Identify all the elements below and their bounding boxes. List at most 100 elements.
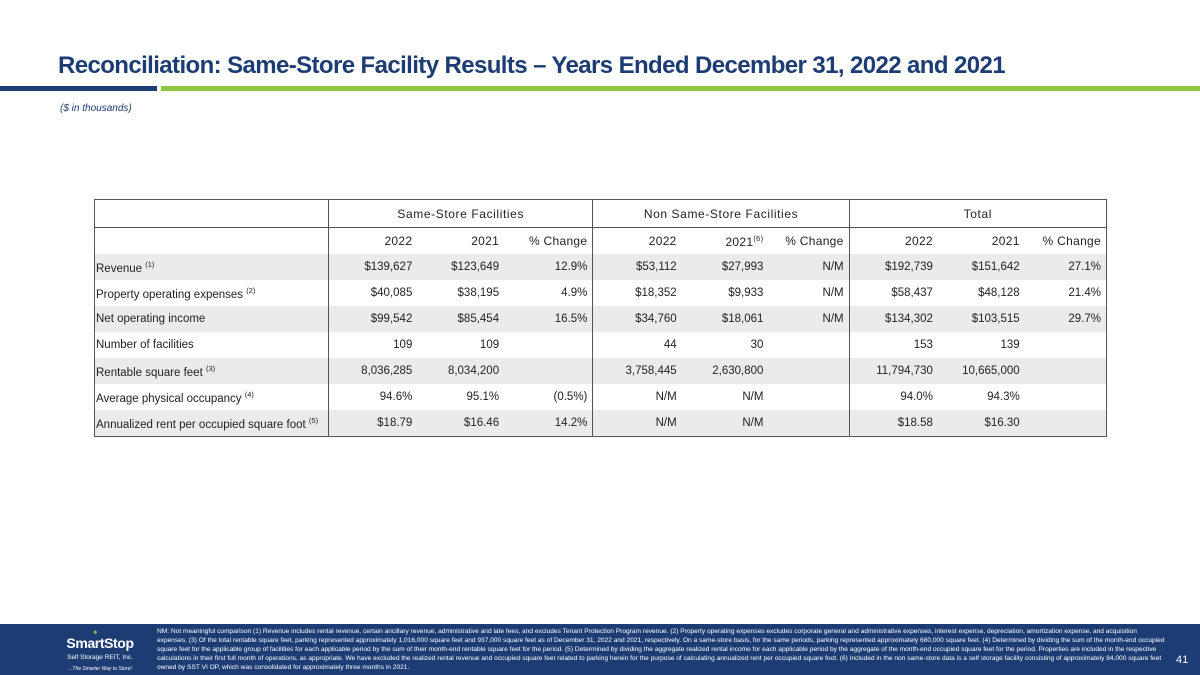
table-cell [768,384,850,410]
table-cell: 2,630,800 [681,358,769,384]
col-non-2021-label: 2021 [725,234,754,249]
table-row: Property operating expenses (2) $40,085 $3… [94,280,1107,306]
table-cell [1024,358,1107,384]
units-note: ($ in thousands) [60,103,132,114]
col-total-2022: 2022 [905,234,933,248]
table-cell: $53,112 [592,254,682,280]
table-cell: 12.9% [504,254,594,280]
table-cell: 139 [1000,339,1020,351]
col-total-change: % Change [1042,234,1101,248]
table-cell: 95.1% [466,391,500,403]
table-cell: $99,542 [328,306,418,332]
table-cell [504,358,594,384]
logo-name: SmartStop [66,635,134,651]
table-cell: 44 [663,339,677,351]
table-cell: $134,302 [849,306,938,332]
table-cell [1025,332,1107,358]
table-cell: 10,665,000 [937,358,1025,384]
group-total: Total [849,199,1107,228]
table-cell: $40,085 [370,287,413,299]
row-footnote: (5) [308,415,319,425]
table-cell: 8,034,200 [417,358,505,384]
group-non-same-store: Non Same-Store Facilities [592,199,850,228]
table-cell: $34,760 [592,306,682,332]
table-cell: 94.3% [987,391,1020,403]
table-cell [1025,384,1107,410]
table-cell: $38,195 [457,287,500,299]
table-row: Number of facilities 109 109 44 30 153 139 [94,332,1107,358]
table-cell: $139,627 [328,254,418,280]
table-cell: $18.58 [849,410,938,437]
table-cell [504,332,594,358]
table-cell: 30 [750,339,764,351]
table-cell: 109 [393,339,413,351]
table-cell: N/M [768,254,850,280]
table-row: Revenue (1) $139,627 $123,649 12.9% $53,112 $… [94,254,1107,280]
table-cell [768,410,850,437]
table-cell: $16.46 [417,410,505,437]
table-cell: 4.9% [504,280,594,306]
table-cell: N/M [768,280,850,306]
table-row: Annualized rent per occupied square foot… [94,410,1107,437]
table-cell: $58,437 [891,287,933,299]
table-cell: $16.30 [937,410,1025,437]
row-footnote: (2) [246,285,256,295]
table-cell: 94.6% [379,391,413,403]
table-cell: $27,993 [681,254,769,280]
group-header-blank [94,199,330,228]
row-label-cell: Average physical occupancy (4) [94,384,330,410]
table-cell: N/M [768,306,850,332]
table-cell [768,332,850,358]
row-label-cell: Revenue (1) [94,254,330,280]
table-cell: $18,352 [635,287,677,299]
footer-bar [0,624,1200,675]
table-cell: $103,515 [937,306,1025,332]
table-cell: N/M [655,391,677,403]
col-non-2022: 2022 [648,234,677,248]
col-same-2021: 2021 [471,234,500,248]
table-row: Rentable square feet (3) 8,036,285 8,034,2… [94,358,1107,384]
table-cell: $123,649 [417,254,505,280]
row-label-cell: Annualized rent per occupied square foot… [94,410,330,437]
group-same-store: Same-Store Facilities [328,199,594,228]
row-label-cell: Net operating income [94,306,330,332]
table-cell [1024,410,1107,437]
title-rule-blue [0,86,157,91]
table-cell: $18,061 [681,306,769,332]
column-header-row: 2022 2021 % Change 2022 2021(6) % Change… [94,227,1107,255]
col-same-change: % Change [504,227,594,254]
table-cell: 29.7% [1024,306,1107,332]
col-non-2021-footnote: (6) [753,233,764,243]
row-label: Rentable square feet [96,366,203,379]
table-cell [768,358,850,384]
page-number: 41 [1176,654,1189,666]
col-non-change: % Change [768,227,850,254]
row-label: Annualized rent per occupied square foot [96,418,306,431]
table-cell: 16.5% [504,306,594,332]
row-label: Revenue [96,262,143,275]
table-cell: (0.5%) [504,384,594,410]
row-label: Average physical occupancy [96,392,242,405]
row-label: Number of facilities [96,339,194,351]
table-cell: 3,758,445 [592,358,682,384]
reconciliation-table: Same-Store Facilities Non Same-Store Fac… [94,199,1107,437]
row-footnote: (4) [244,389,254,399]
table-cell: 11,794,730 [849,358,938,384]
row-label-cell: Property operating expenses (2) [94,280,330,306]
table-cell: 14.2% [504,410,594,437]
table-cell: $9,933 [728,287,764,299]
row-label: Property operating expenses [96,288,244,301]
row-label-cell: Rentable square feet (3) [94,358,330,384]
table-cell: $85,454 [417,306,505,332]
table-cell: N/M [742,391,764,403]
page-title: Reconciliation: Same-Store Facility Resu… [58,52,1006,79]
table-cell: 94.0% [900,391,933,403]
col-non-2021: 2021(6) [682,228,769,255]
table-cell: 153 [913,339,933,351]
row-footnote: (3) [205,363,216,373]
table-row: Average physical occupancy (4) 94.6% 95.1%… [94,384,1107,410]
table-cell: 27.1% [1024,254,1107,280]
table-cell: $18.79 [328,410,418,437]
row-label: Net operating income [96,313,206,325]
row-footnote: (1) [145,259,155,269]
